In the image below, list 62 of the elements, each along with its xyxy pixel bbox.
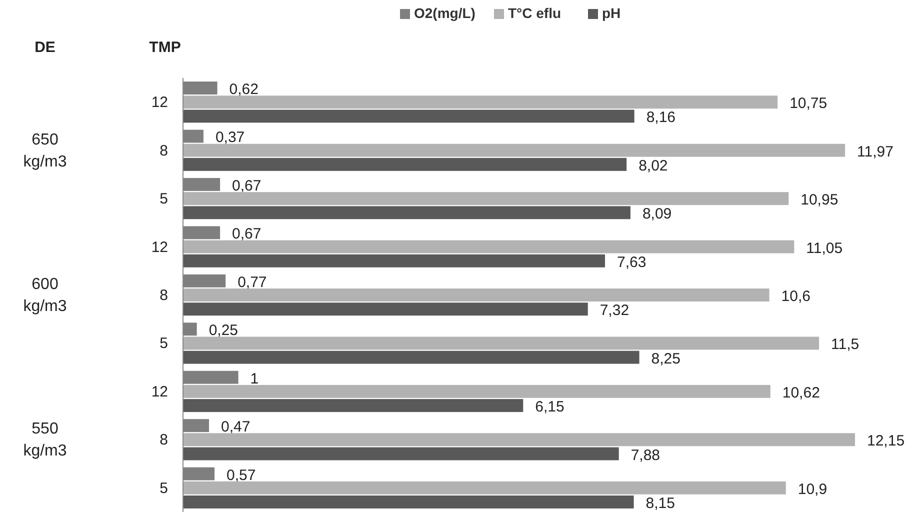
y-tick-label: 5 — [160, 480, 168, 497]
data-label: 8,15 — [646, 494, 675, 512]
data-label: 0,67 — [232, 177, 262, 194]
data-label: 7,63 — [617, 254, 646, 271]
legend-label: O2(mg/L) — [414, 5, 476, 21]
data-label: 1 — [250, 370, 259, 388]
bar — [183, 433, 855, 446]
y-tick-label: 5 — [160, 335, 168, 352]
bar — [183, 447, 619, 460]
data-label: 11,97 — [857, 143, 894, 160]
bar — [183, 206, 630, 220]
data-label: 0,25 — [208, 322, 238, 340]
data-label: 7,88 — [630, 446, 660, 464]
data-label: 7,32 — [600, 302, 630, 320]
bar — [183, 481, 786, 494]
data-label: 8,09 — [642, 206, 672, 223]
bar — [183, 144, 846, 157]
bar — [183, 240, 794, 254]
bar — [183, 399, 524, 412]
y-tick-label: 8 — [160, 142, 168, 160]
bar — [183, 288, 770, 302]
data-label: 8,25 — [651, 350, 680, 368]
data-label: 10,9 — [798, 480, 828, 498]
bar — [183, 336, 820, 350]
data-label: 8,16 — [646, 109, 676, 126]
data-label: 0,67 — [232, 226, 262, 243]
legend-label: pH — [602, 5, 621, 21]
text: 550 kg/m3 — [23, 420, 67, 460]
data-label: 11,5 — [831, 336, 860, 354]
y-tick-label: 5 — [160, 190, 168, 208]
y-axis-title: TMP — [149, 39, 181, 56]
legend-label: T°C eflu — [508, 5, 562, 21]
data-label: 0,37 — [215, 129, 245, 146]
text: 600 kg/m3 — [23, 276, 67, 315]
bar — [183, 384, 770, 398]
data-label: 0,47 — [220, 418, 250, 436]
data-label: 10,75 — [790, 95, 828, 112]
bar — [183, 302, 588, 316]
y-tick-label: 12 — [151, 94, 168, 112]
y-tick-label: 12 — [151, 383, 168, 400]
data-label: 10,95 — [800, 192, 838, 209]
data-label: 10,62 — [782, 384, 820, 402]
bar — [183, 158, 627, 171]
bar — [183, 192, 789, 206]
y-tick-label: 12 — [151, 238, 168, 256]
text: 650 kg/m3 — [23, 131, 67, 170]
data-label: 8,02 — [638, 157, 668, 174]
text: DE — [34, 39, 56, 56]
bar — [183, 350, 640, 364]
data-label: 0,77 — [238, 274, 267, 291]
bar — [183, 254, 606, 268]
bar — [183, 110, 634, 123]
data-label: 0,62 — [229, 81, 258, 98]
data-label: 6,15 — [535, 398, 564, 416]
data-label: 11,05 — [806, 240, 843, 257]
data-label: 10,6 — [781, 288, 810, 305]
data-label: 0,57 — [226, 466, 256, 484]
bar — [183, 496, 634, 508]
y-tick-label: 8 — [160, 432, 168, 449]
bar — [183, 96, 778, 109]
y-tick-label: 8 — [160, 287, 168, 304]
data-label: 12,15 — [867, 432, 905, 450]
